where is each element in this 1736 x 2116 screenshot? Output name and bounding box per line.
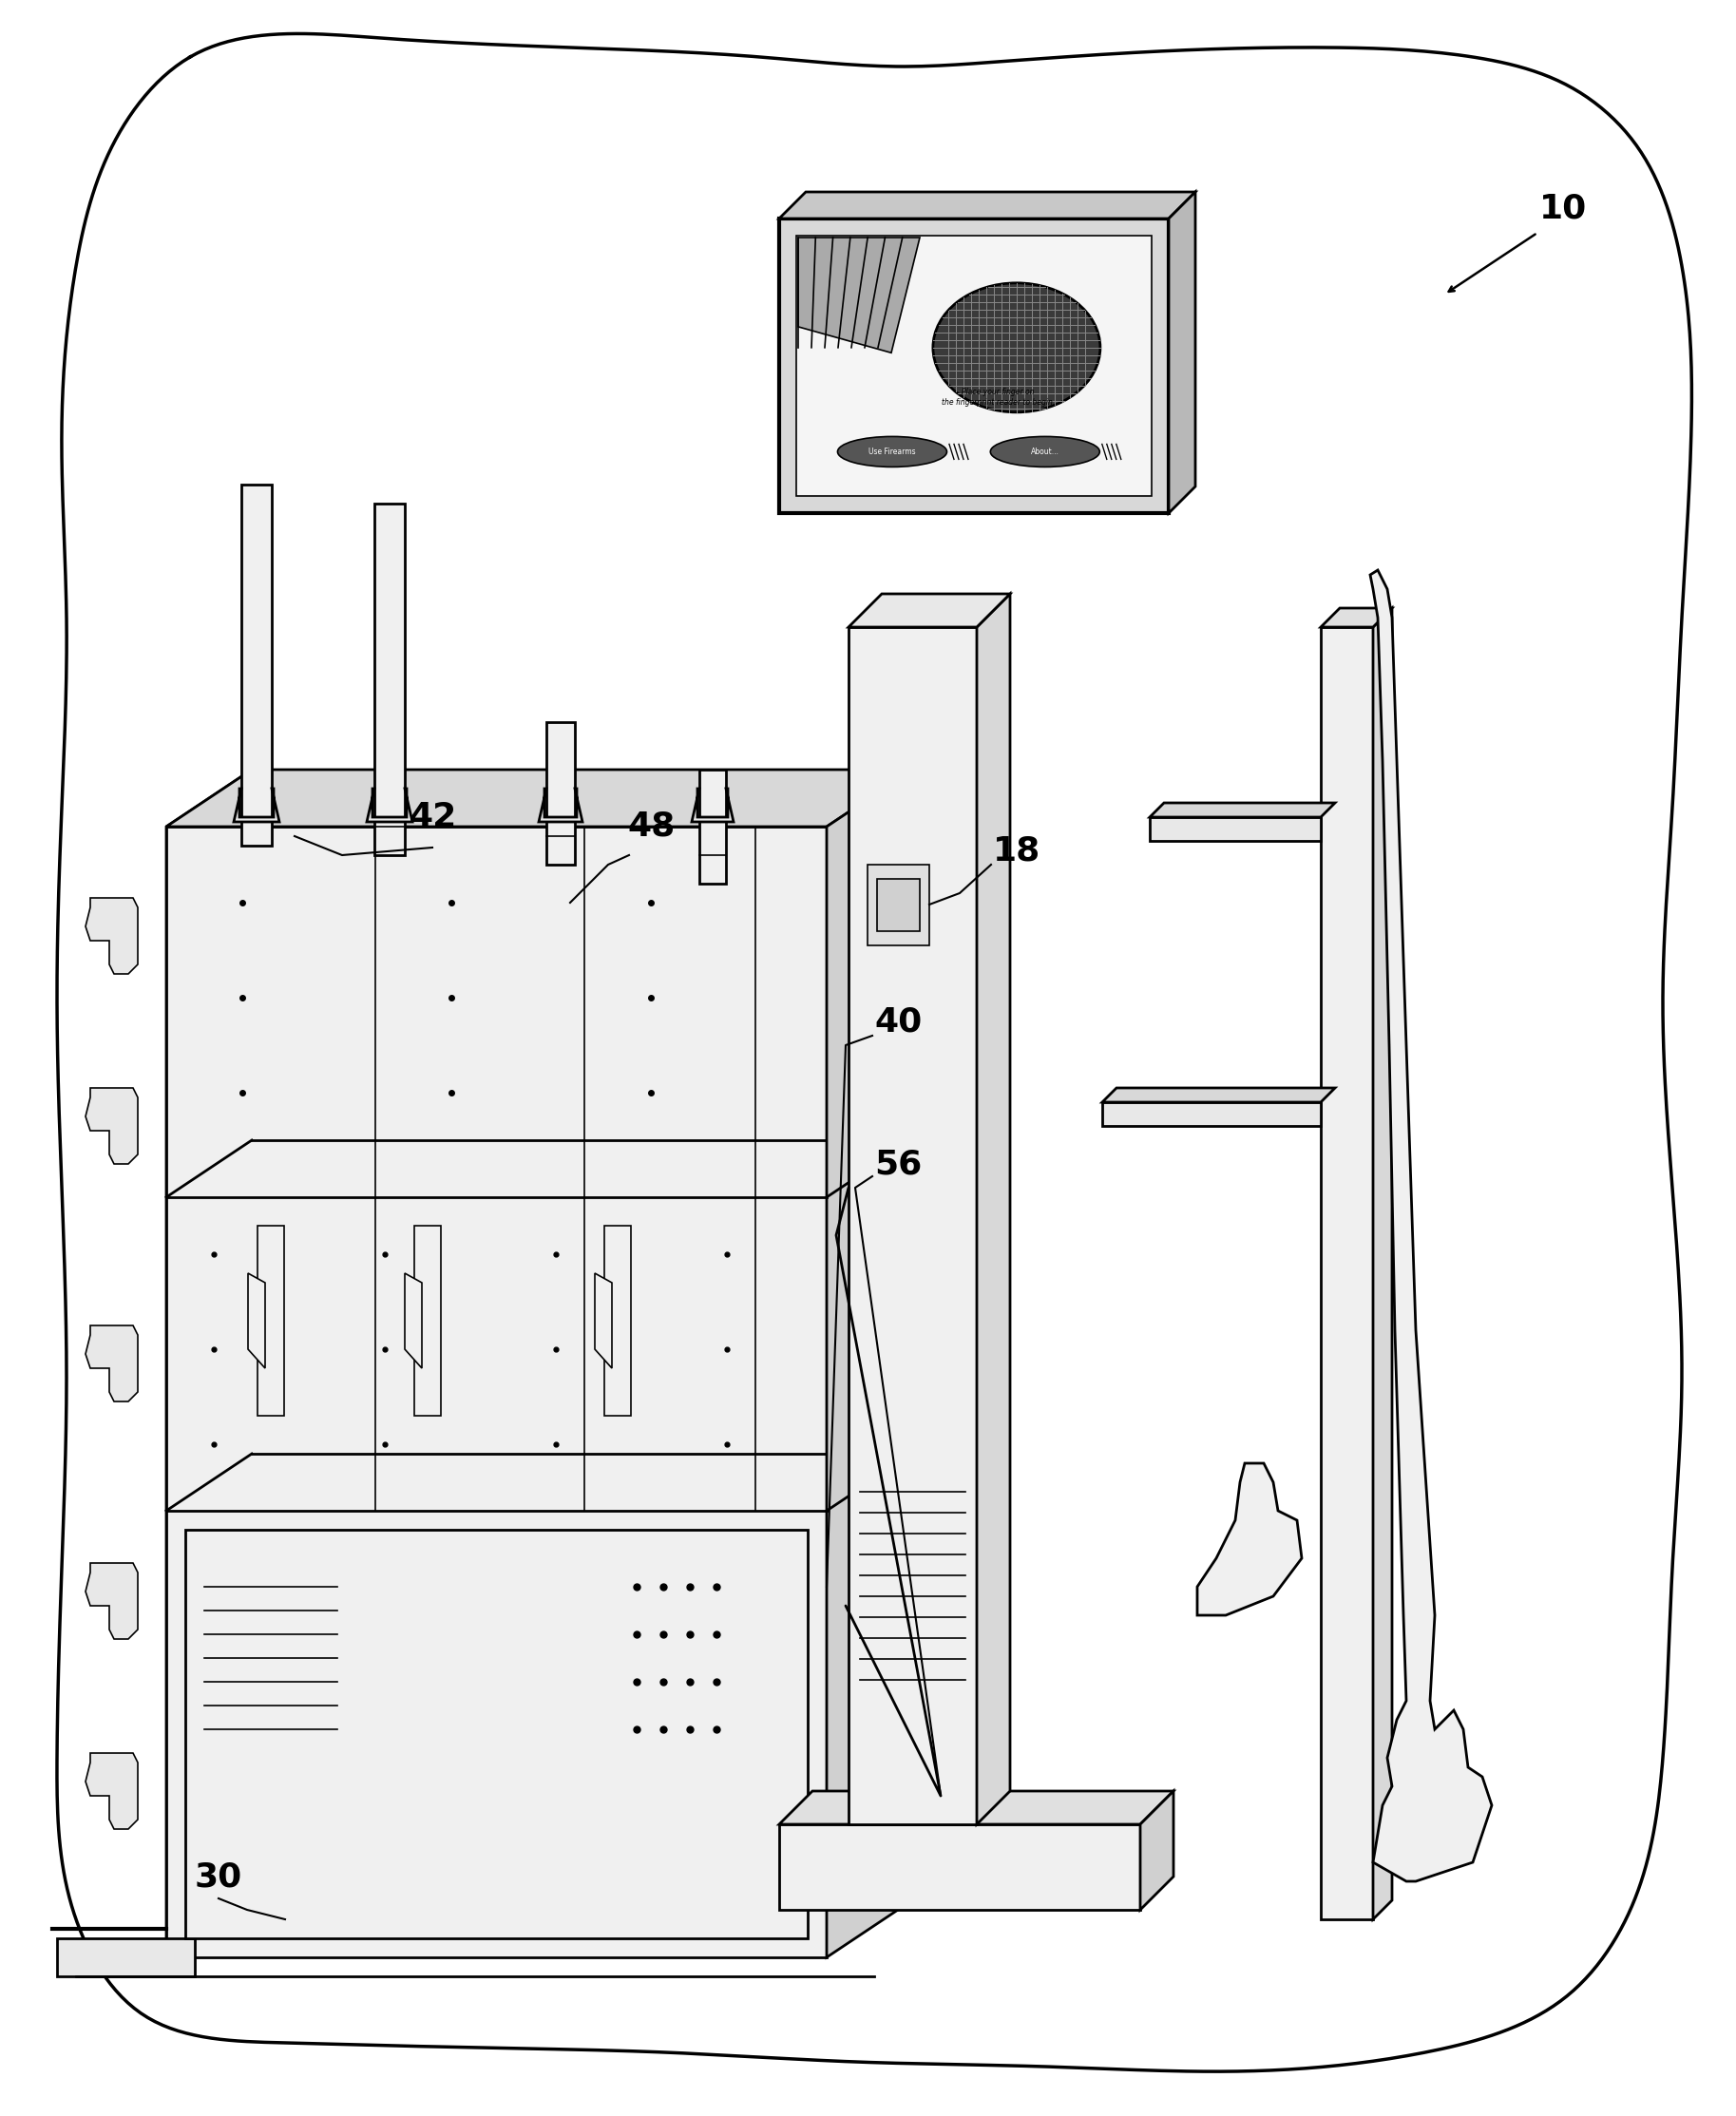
Bar [547, 722, 575, 865]
Polygon shape [538, 789, 583, 821]
Polygon shape [57, 1938, 194, 1976]
Text: Use Firearms: Use Firearms [868, 446, 917, 457]
Ellipse shape [990, 436, 1099, 468]
Bar [797, 235, 1151, 495]
Polygon shape [779, 1790, 1174, 1824]
Polygon shape [826, 770, 911, 1957]
Polygon shape [849, 595, 1010, 626]
Bar [877, 878, 920, 931]
Polygon shape [1373, 607, 1392, 1919]
Polygon shape [85, 1325, 137, 1401]
Bar [868, 865, 929, 946]
Text: 18: 18 [993, 834, 1040, 868]
Polygon shape [85, 1564, 137, 1640]
Bar [241, 485, 273, 846]
Polygon shape [595, 1274, 611, 1369]
Bar [1149, 817, 1321, 840]
Bar [700, 770, 726, 884]
Text: 42: 42 [408, 802, 457, 834]
Bar [779, 218, 1168, 512]
Polygon shape [977, 595, 1010, 1824]
Polygon shape [1141, 1790, 1174, 1911]
Polygon shape [234, 789, 279, 821]
Bar [849, 626, 977, 1824]
Bar [167, 827, 826, 1957]
Polygon shape [85, 1752, 137, 1828]
Polygon shape [85, 1088, 137, 1164]
Bar [1102, 1102, 1321, 1126]
Polygon shape [799, 237, 920, 353]
Polygon shape [248, 1274, 266, 1369]
Text: Place your finger on
the fingerprint reader to begin: Place your finger on the fingerprint rea… [943, 387, 1054, 406]
Text: 40: 40 [875, 1005, 922, 1037]
Bar [1321, 626, 1373, 1919]
Polygon shape [366, 789, 413, 821]
Polygon shape [167, 770, 911, 827]
Polygon shape [1198, 1464, 1302, 1615]
Polygon shape [779, 193, 1196, 218]
Text: 48: 48 [627, 810, 675, 842]
Polygon shape [1370, 569, 1491, 1881]
Polygon shape [167, 770, 252, 1957]
Text: About...: About... [1031, 446, 1059, 457]
Text: 30: 30 [194, 1860, 243, 1892]
Polygon shape [691, 789, 734, 821]
Polygon shape [1321, 607, 1392, 626]
Ellipse shape [837, 436, 946, 468]
Bar [604, 1225, 630, 1416]
Text: 10: 10 [1540, 193, 1587, 224]
Bar [186, 1530, 807, 1938]
Bar [257, 1225, 285, 1416]
Polygon shape [252, 770, 911, 1900]
Bar [415, 1225, 441, 1416]
Bar [779, 1824, 1141, 1911]
Text: 56: 56 [875, 1147, 922, 1181]
Bar [375, 504, 404, 855]
Ellipse shape [932, 284, 1101, 413]
Polygon shape [404, 1274, 422, 1369]
Polygon shape [85, 897, 137, 973]
Polygon shape [1149, 802, 1335, 817]
Polygon shape [1168, 193, 1196, 512]
Polygon shape [1102, 1088, 1335, 1102]
